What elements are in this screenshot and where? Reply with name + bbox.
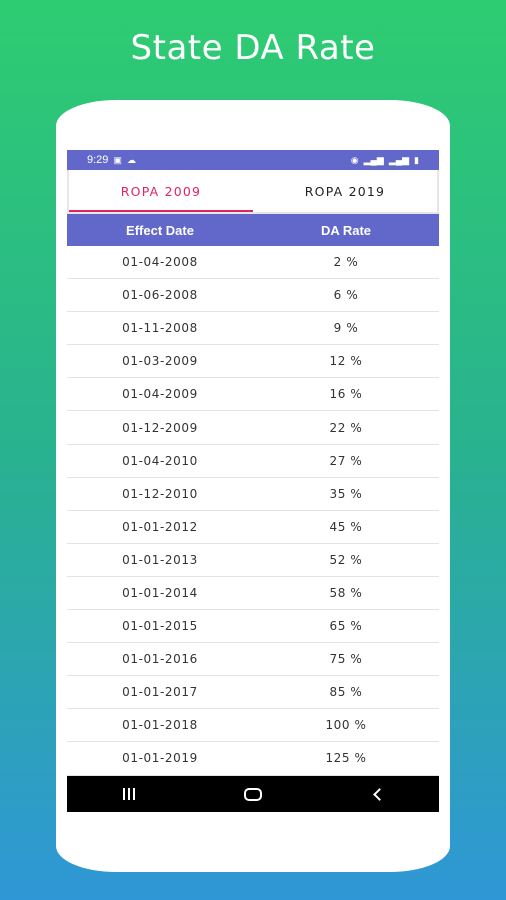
table-row: 01-12-2009 22 %	[67, 411, 439, 445]
tab-bar: ROPA 2009 ROPA 2019	[67, 170, 439, 214]
column-header-effect-date: Effect Date	[126, 222, 194, 238]
table-row: 01-12-2010 35 %	[67, 478, 439, 511]
date-cell: 01-12-2010	[122, 486, 198, 501]
date-cell: 01-01-2019	[122, 751, 198, 766]
date-cell: 01-06-2008	[122, 288, 198, 303]
date-cell: 01-01-2018	[122, 718, 198, 733]
gallery-icon: ▣	[113, 154, 122, 165]
cloud-icon: ☁	[126, 154, 136, 165]
table-row: 01-01-2017 85 %	[67, 676, 439, 710]
back-icon	[372, 787, 386, 801]
rate-cell: 6 %	[333, 288, 359, 303]
status-time: 9:29	[87, 154, 109, 166]
page-headline: State DA Rate	[130, 28, 376, 68]
date-cell: 01-03-2009	[122, 354, 198, 369]
hotspot-icon: ◉	[350, 154, 359, 165]
table-row: 01-01-2013 52 %	[67, 544, 439, 577]
recent-apps-icon	[123, 788, 135, 800]
column-header-da-rate: DA Rate	[320, 222, 372, 238]
date-cell: 01-04-2008	[122, 255, 198, 270]
date-cell: 01-11-2008	[122, 321, 198, 336]
table-row: 01-06-2008 6 %	[67, 279, 439, 313]
table-row: 01-01-2019 125 %	[67, 742, 439, 776]
table-row: 01-04-2009 16 %	[67, 378, 439, 412]
date-cell: 01-01-2014	[122, 585, 198, 600]
table-row: 01-01-2015 65 %	[67, 610, 439, 644]
date-cell: 01-01-2015	[122, 619, 198, 634]
signal-icon: ▂▄▆	[388, 154, 410, 165]
phone-frame: 9:29 ▣ ☁ ◉ ▂▄▆ ▂▄▆ ▮ ROPA 2009 ROPA 2019…	[56, 100, 450, 872]
table-row: 01-04-2008 2 %	[67, 246, 439, 280]
rate-cell: 35 %	[329, 486, 363, 501]
table-row: 01-11-2008 9 %	[67, 312, 439, 346]
home-icon	[244, 787, 262, 801]
rate-cell: 2 %	[333, 255, 359, 270]
rate-cell: 65 %	[329, 619, 363, 634]
rate-cell: 22 %	[329, 420, 363, 435]
status-bar: 9:29 ▣ ☁ ◉ ▂▄▆ ▂▄▆ ▮	[67, 150, 439, 170]
date-cell: 01-04-2009	[122, 387, 198, 402]
table-row: 01-01-2018 100 %	[67, 709, 439, 743]
rate-cell: 100 %	[325, 718, 367, 733]
battery-icon: ▮	[414, 154, 419, 165]
date-cell: 01-01-2013	[122, 552, 198, 567]
table-row: 01-03-2009 12 %	[67, 345, 439, 379]
table-row: 01-04-2010 27 %	[67, 445, 439, 478]
tab-ropa-2009[interactable]: ROPA 2009	[69, 170, 253, 212]
signal-icon: ▂▄▆	[363, 154, 384, 165]
date-cell: 01-01-2012	[122, 519, 198, 534]
recent-apps-button[interactable]	[99, 788, 159, 800]
date-cell: 01-12-2009	[122, 420, 198, 435]
date-cell: 01-04-2010	[122, 453, 198, 468]
tab-ropa-2019[interactable]: ROPA 2019	[304, 183, 386, 199]
rate-cell: 45 %	[329, 519, 363, 534]
system-nav-bar	[67, 776, 439, 812]
table-row: 01-01-2016 75 %	[67, 643, 439, 677]
back-button[interactable]	[347, 787, 407, 801]
rate-cell: 9 %	[333, 321, 359, 336]
rate-cell: 12 %	[329, 354, 363, 369]
rate-cell: 27 %	[329, 453, 363, 468]
da-rate-table: 01-04-2008 2 % 01-06-2008 6 % 01-11-2008 9 …	[67, 246, 439, 776]
rate-cell: 52 %	[329, 552, 363, 567]
rate-cell: 85 %	[329, 685, 363, 700]
date-cell: 01-01-2016	[122, 652, 198, 667]
table-header: Effect Date DA Rate	[67, 214, 439, 246]
app-screen: 9:29 ▣ ☁ ◉ ▂▄▆ ▂▄▆ ▮ ROPA 2009 ROPA 2019…	[67, 150, 439, 812]
rate-cell: 75 %	[329, 652, 363, 667]
table-row: 01-01-2012 45 %	[67, 511, 439, 544]
rate-cell: 125 %	[325, 751, 367, 766]
home-button[interactable]	[223, 787, 283, 801]
rate-cell: 58 %	[329, 585, 363, 600]
date-cell: 01-01-2017	[122, 685, 198, 700]
rate-cell: 16 %	[329, 387, 363, 402]
table-row: 01-01-2014 58 %	[67, 577, 439, 611]
